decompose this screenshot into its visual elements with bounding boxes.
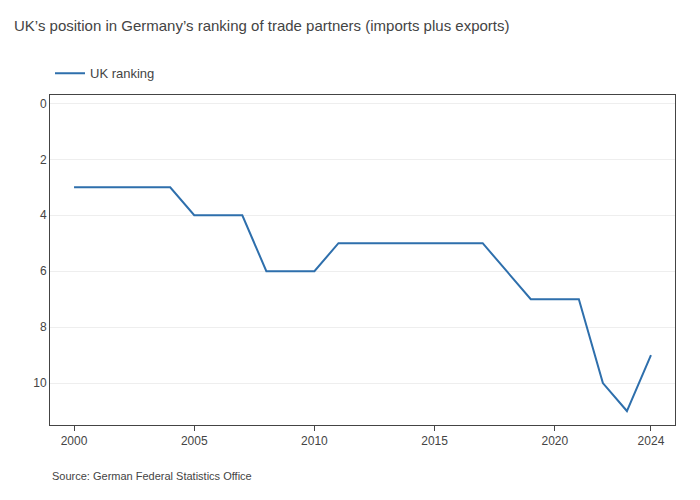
svg-text:Source: German Federal Statist: Source: German Federal Statistics Office (52, 470, 252, 482)
svg-text:0: 0 (40, 97, 47, 111)
svg-text:2: 2 (40, 153, 47, 167)
svg-text:8: 8 (40, 320, 47, 334)
svg-text:2010: 2010 (301, 434, 328, 448)
svg-text:6: 6 (40, 264, 47, 278)
svg-text:2020: 2020 (541, 434, 568, 448)
svg-text:2024: 2024 (638, 434, 665, 448)
svg-text:10: 10 (33, 376, 47, 390)
svg-text:2015: 2015 (421, 434, 448, 448)
svg-text:4: 4 (40, 208, 47, 222)
svg-text:UK’s position in Germany’s ran: UK’s position in Germany’s ranking of tr… (14, 17, 510, 34)
svg-text:2005: 2005 (181, 434, 208, 448)
svg-text:UK ranking: UK ranking (90, 66, 154, 81)
svg-text:2000: 2000 (61, 434, 88, 448)
